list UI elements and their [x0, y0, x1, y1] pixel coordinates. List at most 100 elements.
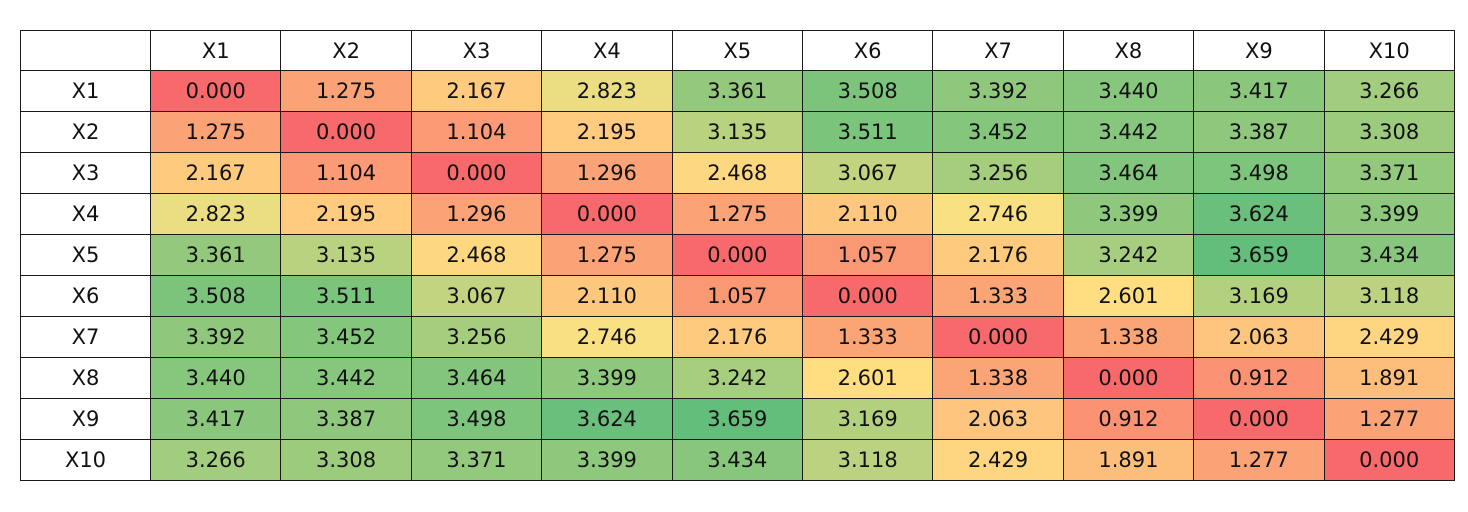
heatmap-cell-r7-c6: 1.333 [801, 316, 934, 358]
heatmap-cell-r9-c5: 3.659 [671, 398, 803, 440]
heatmap-cell-r9-c8: 0.912 [1062, 398, 1195, 440]
table-row: X10 3.266 3.308 3.371 3.399 3.434 3.118 2.429 1.… [20, 439, 1455, 481]
heatmap-cell-r6-c5: 1.057 [671, 275, 803, 317]
heatmap-cell-r2-c10: 3.308 [1323, 111, 1455, 153]
heatmap-cell-r7-c8: 1.338 [1062, 316, 1195, 358]
heatmap-cell-r2-c1: 1.275 [149, 111, 282, 153]
heatmap-cell-r4-c1: 2.823 [149, 193, 282, 235]
heatmap-cell-r10-c3: 3.371 [410, 439, 543, 481]
column-header-x4: X4 [541, 30, 673, 71]
heatmap-body: X1 0.000 1.275 2.167 2.823 3.361 3.508 3.392 3.4… [20, 70, 1455, 481]
heatmap-cell-r7-c2: 3.452 [280, 316, 412, 358]
heatmap-cell-r5-c4: 1.275 [541, 234, 673, 276]
row-header-x10: X10 [20, 439, 151, 481]
column-header-x1: X1 [149, 30, 282, 71]
heatmap-cell-r4-c3: 1.296 [410, 193, 543, 235]
row-header-x3: X3 [20, 152, 151, 194]
heatmap-cell-r4-c2: 2.195 [280, 193, 412, 235]
heatmap-cell-r8-c7: 1.338 [932, 357, 1064, 399]
table-row: X7 3.392 3.452 3.256 2.746 2.176 1.333 0.000 1.3… [20, 316, 1455, 358]
heatmap-cell-r3-c1: 2.167 [149, 152, 282, 194]
heatmap-cell-r9-c10: 1.277 [1323, 398, 1455, 440]
row-header-x1: X1 [20, 70, 151, 112]
heatmap-cell-r6-c7: 1.333 [932, 275, 1064, 317]
heatmap-cell-r7-c10: 2.429 [1323, 316, 1455, 358]
heatmap-cell-r6-c8: 2.601 [1062, 275, 1195, 317]
heatmap-cell-r8-c2: 3.442 [280, 357, 412, 399]
column-header-x10: X10 [1323, 30, 1455, 71]
row-header-x7: X7 [20, 316, 151, 358]
table-row: X3 2.167 1.104 0.000 1.296 2.468 3.067 3.256 3.4… [20, 152, 1455, 194]
heatmap-cell-r4-c5: 1.275 [671, 193, 803, 235]
table-row: X8 3.440 3.442 3.464 3.399 3.242 2.601 1.338 0.0… [20, 357, 1455, 399]
heatmap-cell-r6-c10: 3.118 [1323, 275, 1455, 317]
heatmap-cell-r3-c6: 3.067 [801, 152, 934, 194]
heatmap-cell-r3-c4: 1.296 [541, 152, 673, 194]
heatmap-cell-r10-c4: 3.399 [541, 439, 673, 481]
heatmap-cell-r10-c6: 3.118 [801, 439, 934, 481]
heatmap-cell-r5-c7: 2.176 [932, 234, 1064, 276]
heatmap-cell-r8-c3: 3.464 [410, 357, 543, 399]
heatmap-cell-r10-c9: 1.277 [1193, 439, 1325, 481]
heatmap-cell-r3-c7: 3.256 [932, 152, 1064, 194]
heatmap-cell-r9-c6: 3.169 [801, 398, 934, 440]
distance-matrix-table: X1 X2 X3 X4 X5 X6 X7 X8 X9 X10 X1 0.000 1.… [20, 30, 1455, 481]
heatmap-cell-r10-c7: 2.429 [932, 439, 1064, 481]
heatmap-cell-r3-c10: 3.371 [1323, 152, 1455, 194]
heatmap-cell-r6-c3: 3.067 [410, 275, 543, 317]
row-header-x4: X4 [20, 193, 151, 235]
heatmap-cell-r5-c6: 1.057 [801, 234, 934, 276]
heatmap-cell-r1-c6: 3.508 [801, 70, 934, 112]
heatmap-cell-r3-c8: 3.464 [1062, 152, 1195, 194]
heatmap-cell-r9-c1: 3.417 [149, 398, 282, 440]
heatmap-cell-r1-c1: 0.000 [149, 70, 282, 112]
heatmap-cell-r6-c6: 0.000 [801, 275, 934, 317]
heatmap-cell-r1-c8: 3.440 [1062, 70, 1195, 112]
heatmap-cell-r2-c9: 3.387 [1193, 111, 1325, 153]
heatmap-cell-r1-c4: 2.823 [541, 70, 673, 112]
heatmap-cell-r5-c3: 2.468 [410, 234, 543, 276]
heatmap-cell-r7-c7: 0.000 [932, 316, 1064, 358]
table-row: X5 3.361 3.135 2.468 1.275 0.000 1.057 2.176 3.2… [20, 234, 1455, 276]
heatmap-cell-r10-c8: 1.891 [1062, 439, 1195, 481]
heatmap-cell-r5-c5: 0.000 [671, 234, 803, 276]
heatmap-cell-r7-c4: 2.746 [541, 316, 673, 358]
heatmap-cell-r9-c9: 0.000 [1193, 398, 1325, 440]
heatmap-cell-r5-c10: 3.434 [1323, 234, 1455, 276]
heatmap-cell-r5-c9: 3.659 [1193, 234, 1325, 276]
heatmap-cell-r1-c2: 1.275 [280, 70, 412, 112]
heatmap-cell-r2-c6: 3.511 [801, 111, 934, 153]
heatmap-cell-r1-c7: 3.392 [932, 70, 1064, 112]
table-row: X6 3.508 3.511 3.067 2.110 1.057 0.000 1.333 2.6… [20, 275, 1455, 317]
table-row: X4 2.823 2.195 1.296 0.000 1.275 2.110 2.746 3.3… [20, 193, 1455, 235]
heatmap-cell-r2-c5: 3.135 [671, 111, 803, 153]
column-header-x8: X8 [1062, 30, 1195, 71]
heatmap-cell-r2-c2: 0.000 [280, 111, 412, 153]
heatmap-cell-r9-c3: 3.498 [410, 398, 543, 440]
heatmap-cell-r2-c3: 1.104 [410, 111, 543, 153]
heatmap-cell-r8-c1: 3.440 [149, 357, 282, 399]
heatmap-cell-r10-c2: 3.308 [280, 439, 412, 481]
heatmap-cell-r8-c10: 1.891 [1323, 357, 1455, 399]
row-header-x2: X2 [20, 111, 151, 153]
heatmap-cell-r4-c4: 0.000 [541, 193, 673, 235]
heatmap-cell-r1-c5: 3.361 [671, 70, 803, 112]
heatmap-cell-r6-c2: 3.511 [280, 275, 412, 317]
heatmap-cell-r10-c5: 3.434 [671, 439, 803, 481]
heatmap-cell-r8-c6: 2.601 [801, 357, 934, 399]
column-header-x7: X7 [932, 30, 1064, 71]
heatmap-cell-r6-c9: 3.169 [1193, 275, 1325, 317]
heatmap-cell-r8-c4: 3.399 [541, 357, 673, 399]
heatmap-cell-r1-c10: 3.266 [1323, 70, 1455, 112]
heatmap-cell-r1-c9: 3.417 [1193, 70, 1325, 112]
heatmap-cell-r7-c1: 3.392 [149, 316, 282, 358]
heatmap-cell-r8-c9: 0.912 [1193, 357, 1325, 399]
table-row: X1 0.000 1.275 2.167 2.823 3.361 3.508 3.392 3.4… [20, 70, 1455, 112]
heatmap-cell-r3-c9: 3.498 [1193, 152, 1325, 194]
column-header-x3: X3 [410, 30, 543, 71]
heatmap-cell-r4-c10: 3.399 [1323, 193, 1455, 235]
column-header-x6: X6 [801, 30, 934, 71]
heatmap-cell-r5-c8: 3.242 [1062, 234, 1195, 276]
column-header-row: X1 X2 X3 X4 X5 X6 X7 X8 X9 X10 [20, 30, 1455, 71]
row-header-x6: X6 [20, 275, 151, 317]
